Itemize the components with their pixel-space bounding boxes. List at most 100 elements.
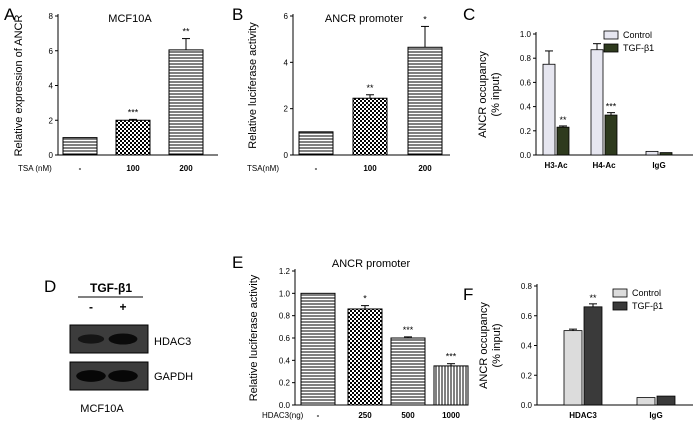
chart-title-a: MCF10A — [108, 13, 152, 25]
legend-label: TGF-β1 — [632, 301, 663, 311]
panel-letter-f: F — [463, 285, 473, 304]
category-label: - — [317, 411, 320, 420]
bar — [636, 397, 656, 406]
y-tick-label: 1.2 — [279, 267, 291, 276]
y-tick-label: 0.6 — [521, 312, 533, 321]
chart-a: 0 2 4 6 8 Relative expression of ANCR MCF10A TS… — [13, 12, 218, 173]
significance-marker: *** — [128, 107, 139, 117]
y-tick-label: 4 — [49, 82, 54, 91]
y-axis-label-a: Relative expression of ANCR — [13, 15, 25, 157]
x-axis-label-e: HDAC3(ng) — [262, 411, 304, 420]
category-label: HDAC3 — [569, 411, 597, 420]
significance-marker: ** — [559, 115, 567, 125]
category-label: 1000 — [442, 411, 460, 420]
significance-marker: * — [423, 14, 427, 24]
significance-marker: ** — [182, 27, 190, 37]
y-tick-label: 0 — [49, 151, 54, 160]
bar — [604, 114, 618, 156]
panel-letter-b: B — [232, 5, 243, 24]
y-tick-label: 0.0 — [279, 401, 291, 410]
significance-marker: *** — [403, 325, 414, 335]
blot-band — [77, 334, 105, 344]
chart-title-b: ANCR promoter — [325, 13, 404, 25]
y-tick-label: 0 — [284, 151, 289, 160]
category-label: 100 — [363, 164, 377, 173]
blot-band-label-hdac3: HDAC3 — [154, 336, 191, 348]
category-label: 200 — [418, 164, 432, 173]
category-label: 200 — [179, 164, 193, 173]
bar — [556, 126, 570, 156]
category-label: H3-Ac — [544, 161, 568, 170]
chart-e: 0.0 0.2 0.4 0.6 0.8 1.0 1.2 Relative luciferase… — [248, 258, 469, 420]
bar — [583, 306, 603, 406]
category-label: 500 — [401, 411, 415, 420]
y-tick-label: 4 — [284, 58, 289, 67]
y-tick-label: 0.2 — [521, 371, 533, 380]
category-label: - — [79, 164, 82, 173]
y-axis-label-c: ANCR occupancy(% input) — [477, 51, 502, 138]
chart-title-e: ANCR promoter — [332, 258, 411, 270]
y-tick-label: 0.2 — [279, 379, 291, 388]
y-axis-label-b: Relative luciferase activity — [247, 22, 259, 149]
category-label: IgG — [652, 161, 665, 170]
x-axis-label-a: TSA (nM) — [18, 164, 52, 173]
panel-letter-e: E — [232, 253, 243, 272]
significance-marker: *** — [446, 352, 457, 362]
blot-band — [76, 370, 106, 382]
significance-marker: *** — [606, 102, 617, 112]
chart-c: 0.0 0.2 0.4 0.6 0.8 1.0 ANCR occupancy(% input… — [477, 30, 693, 170]
bar — [542, 63, 556, 156]
y-tick-label: 2 — [284, 105, 289, 114]
y-tick-label: 0.8 — [520, 54, 532, 63]
legend-label: Control — [623, 30, 652, 40]
legend-label: TGF-β1 — [623, 43, 654, 53]
y-axis-label-e: Relative luciferase activity — [248, 274, 260, 401]
bar — [656, 395, 676, 406]
blot-band — [108, 333, 138, 345]
legend-swatch — [603, 43, 619, 53]
chart-b: 0 2 4 6 Relative luciferase activity ANCR pro… — [247, 12, 450, 173]
bar — [407, 46, 443, 156]
category-label: 100 — [126, 164, 140, 173]
x-axis-label-b: TSA(nM) — [247, 164, 279, 173]
y-tick-label: 0.8 — [521, 282, 533, 291]
chart-f: 0.0 0.2 0.4 0.6 0.8 ANCR occupancy(% input) **… — [478, 282, 693, 420]
y-axis-label-f: ANCR occupancy(% input) — [478, 302, 503, 389]
blot-cell-line: MCF10A — [80, 403, 124, 415]
y-tick-label: 8 — [49, 12, 54, 21]
y-tick-label: 0.6 — [279, 334, 291, 343]
y-tick-label: 0.4 — [521, 342, 533, 351]
bar — [645, 150, 659, 156]
legend-swatch — [612, 288, 628, 298]
category-label: 250 — [358, 411, 372, 420]
category-label: H4-Ac — [592, 161, 616, 170]
y-tick-label: 1.0 — [520, 30, 532, 39]
panel-letter-d: D — [44, 277, 56, 296]
y-tick-label: 1.0 — [279, 289, 291, 298]
y-tick-label: 0.0 — [520, 151, 532, 160]
western-blot: TGF-β1 - + HDAC3 GAPDH MCF10A — [69, 281, 193, 415]
blot-lane-plus: + — [119, 300, 126, 314]
y-tick-label: 0.2 — [520, 127, 532, 136]
y-tick-label: 0.6 — [520, 78, 532, 87]
blot-lane-minus: - — [89, 300, 93, 314]
y-tick-label: 0.4 — [279, 356, 291, 365]
bar — [347, 308, 383, 406]
significance-marker: * — [363, 294, 367, 304]
y-tick-label: 0.4 — [520, 103, 532, 112]
bar — [352, 97, 388, 156]
bar — [62, 137, 98, 156]
bar — [298, 131, 334, 156]
y-tick-label: 6 — [49, 47, 54, 56]
y-tick-label: 0.0 — [521, 401, 533, 410]
bar — [563, 330, 583, 406]
panel-letter-c: C — [463, 5, 475, 24]
y-tick-label: 6 — [284, 12, 289, 21]
blot-band — [108, 370, 138, 382]
bar — [659, 152, 673, 156]
bar — [115, 119, 151, 156]
bar — [390, 337, 426, 406]
significance-marker: ** — [366, 83, 374, 93]
bar — [168, 49, 204, 156]
